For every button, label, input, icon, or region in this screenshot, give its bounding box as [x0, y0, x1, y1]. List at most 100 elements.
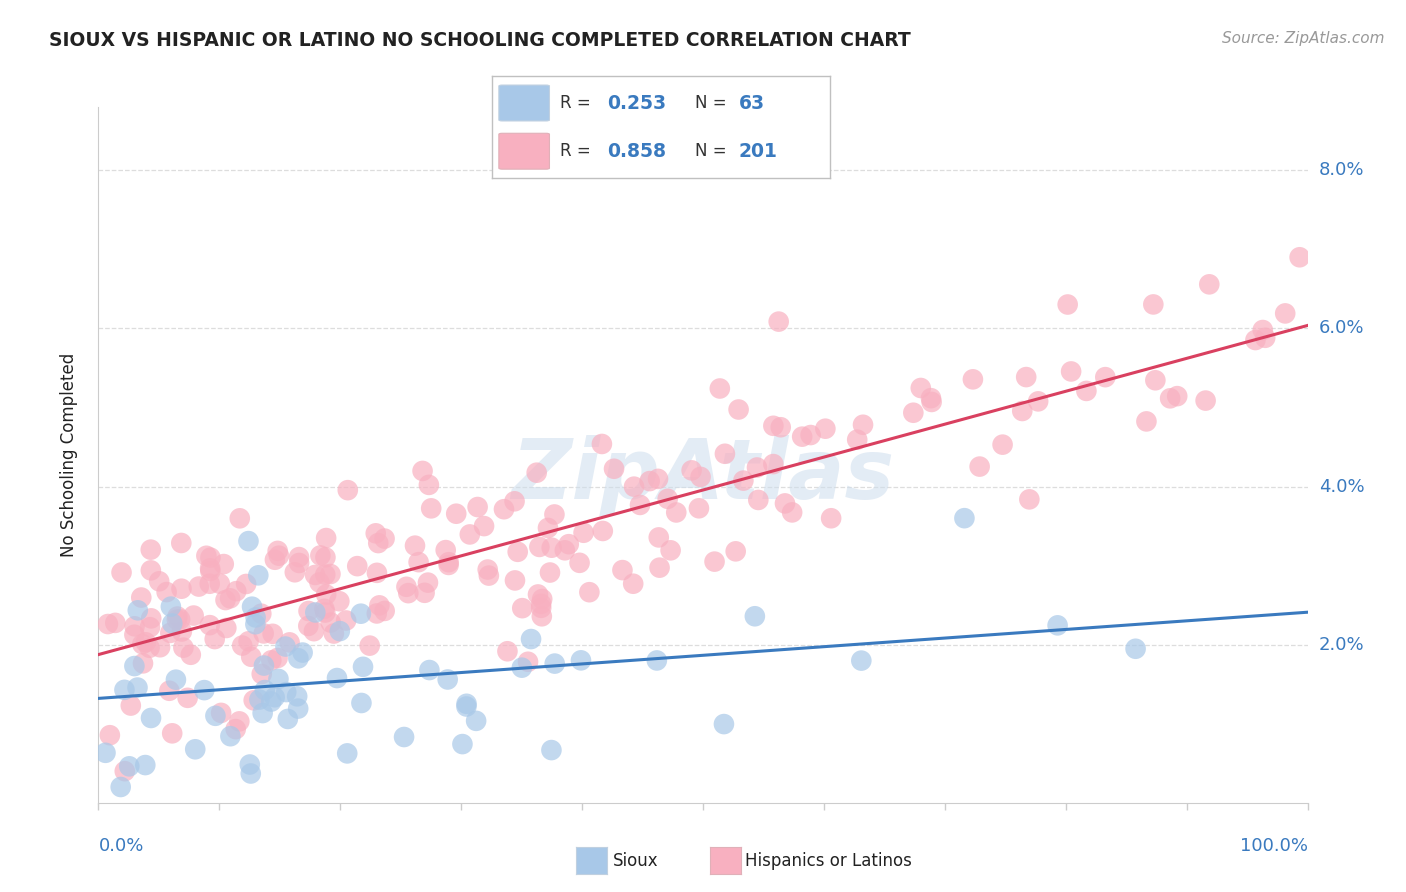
- Point: [162, 616, 184, 631]
- Point: [240, 599, 263, 614]
- Point: [104, 615, 127, 630]
- Point: [214, 593, 236, 607]
- Point: [762, 457, 785, 471]
- Point: [239, 757, 262, 772]
- Point: [160, 726, 183, 740]
- Point: [395, 580, 418, 594]
- Point: [228, 714, 250, 729]
- Point: [304, 568, 326, 582]
- Point: [969, 459, 991, 474]
- Point: [98, 728, 121, 742]
- Point: [451, 737, 474, 751]
- Point: [138, 640, 160, 655]
- Point: [467, 500, 489, 514]
- Point: [530, 609, 553, 624]
- Point: [266, 651, 288, 665]
- Point: [198, 576, 221, 591]
- Text: Sioux: Sioux: [613, 852, 658, 870]
- Point: [149, 640, 172, 655]
- Point: [170, 624, 193, 639]
- Point: [314, 602, 336, 616]
- Point: [713, 717, 735, 731]
- Point: [359, 639, 381, 653]
- Point: [1135, 414, 1157, 428]
- Point: [252, 706, 274, 720]
- Point: [1251, 323, 1274, 337]
- Point: [302, 624, 325, 639]
- Point: [231, 639, 253, 653]
- Point: [247, 568, 270, 582]
- Point: [520, 632, 543, 646]
- Point: [297, 619, 319, 633]
- Point: [773, 496, 796, 510]
- Point: [762, 418, 785, 433]
- Text: 4.0%: 4.0%: [1319, 477, 1364, 496]
- Point: [267, 549, 290, 563]
- Point: [245, 617, 267, 632]
- Text: 201: 201: [738, 142, 778, 161]
- Point: [127, 681, 149, 695]
- Point: [544, 657, 567, 671]
- Point: [249, 692, 271, 706]
- Point: [846, 433, 869, 447]
- Point: [260, 694, 283, 708]
- Point: [1166, 389, 1188, 403]
- Point: [396, 586, 419, 600]
- Text: 0.0%: 0.0%: [98, 837, 143, 855]
- Point: [418, 663, 440, 677]
- Point: [1011, 404, 1033, 418]
- Point: [114, 682, 136, 697]
- Point: [352, 660, 374, 674]
- Point: [120, 698, 142, 713]
- Text: N =: N =: [695, 94, 731, 112]
- Point: [744, 609, 766, 624]
- Y-axis label: No Schooling Completed: No Schooling Completed: [59, 353, 77, 557]
- Point: [315, 531, 337, 545]
- Point: [264, 553, 287, 567]
- Point: [852, 417, 875, 432]
- Point: [456, 697, 478, 711]
- Point: [434, 543, 457, 558]
- Point: [709, 382, 731, 396]
- Point: [274, 640, 297, 654]
- Point: [336, 747, 359, 761]
- Point: [322, 626, 344, 640]
- Point: [416, 575, 439, 590]
- Point: [134, 758, 156, 772]
- Point: [364, 526, 387, 541]
- Point: [1142, 297, 1164, 311]
- Text: 0.858: 0.858: [607, 142, 666, 161]
- Point: [253, 658, 276, 673]
- Point: [1159, 392, 1181, 406]
- Point: [537, 521, 560, 535]
- Point: [1046, 618, 1069, 632]
- Point: [621, 576, 644, 591]
- Point: [157, 683, 180, 698]
- Point: [198, 618, 221, 632]
- Point: [603, 462, 626, 476]
- Point: [200, 550, 222, 565]
- Point: [260, 653, 283, 667]
- Point: [314, 606, 336, 620]
- Point: [141, 611, 163, 625]
- Point: [1198, 277, 1220, 292]
- Point: [266, 544, 288, 558]
- Point: [657, 491, 679, 506]
- Point: [527, 587, 550, 601]
- Text: SIOUX VS HISPANIC OR LATINO NO SCHOOLING COMPLETED CORRELATION CHART: SIOUX VS HISPANIC OR LATINO NO SCHOOLING…: [49, 31, 911, 50]
- Point: [329, 624, 352, 639]
- Point: [703, 555, 725, 569]
- Point: [444, 507, 467, 521]
- Point: [169, 612, 191, 626]
- Point: [727, 402, 749, 417]
- Point: [319, 615, 342, 630]
- Point: [139, 711, 162, 725]
- Point: [291, 646, 314, 660]
- Point: [278, 635, 301, 649]
- Point: [1060, 364, 1083, 378]
- Point: [114, 764, 136, 779]
- Point: [124, 628, 146, 642]
- Point: [242, 693, 264, 707]
- Point: [568, 556, 591, 570]
- Point: [714, 447, 737, 461]
